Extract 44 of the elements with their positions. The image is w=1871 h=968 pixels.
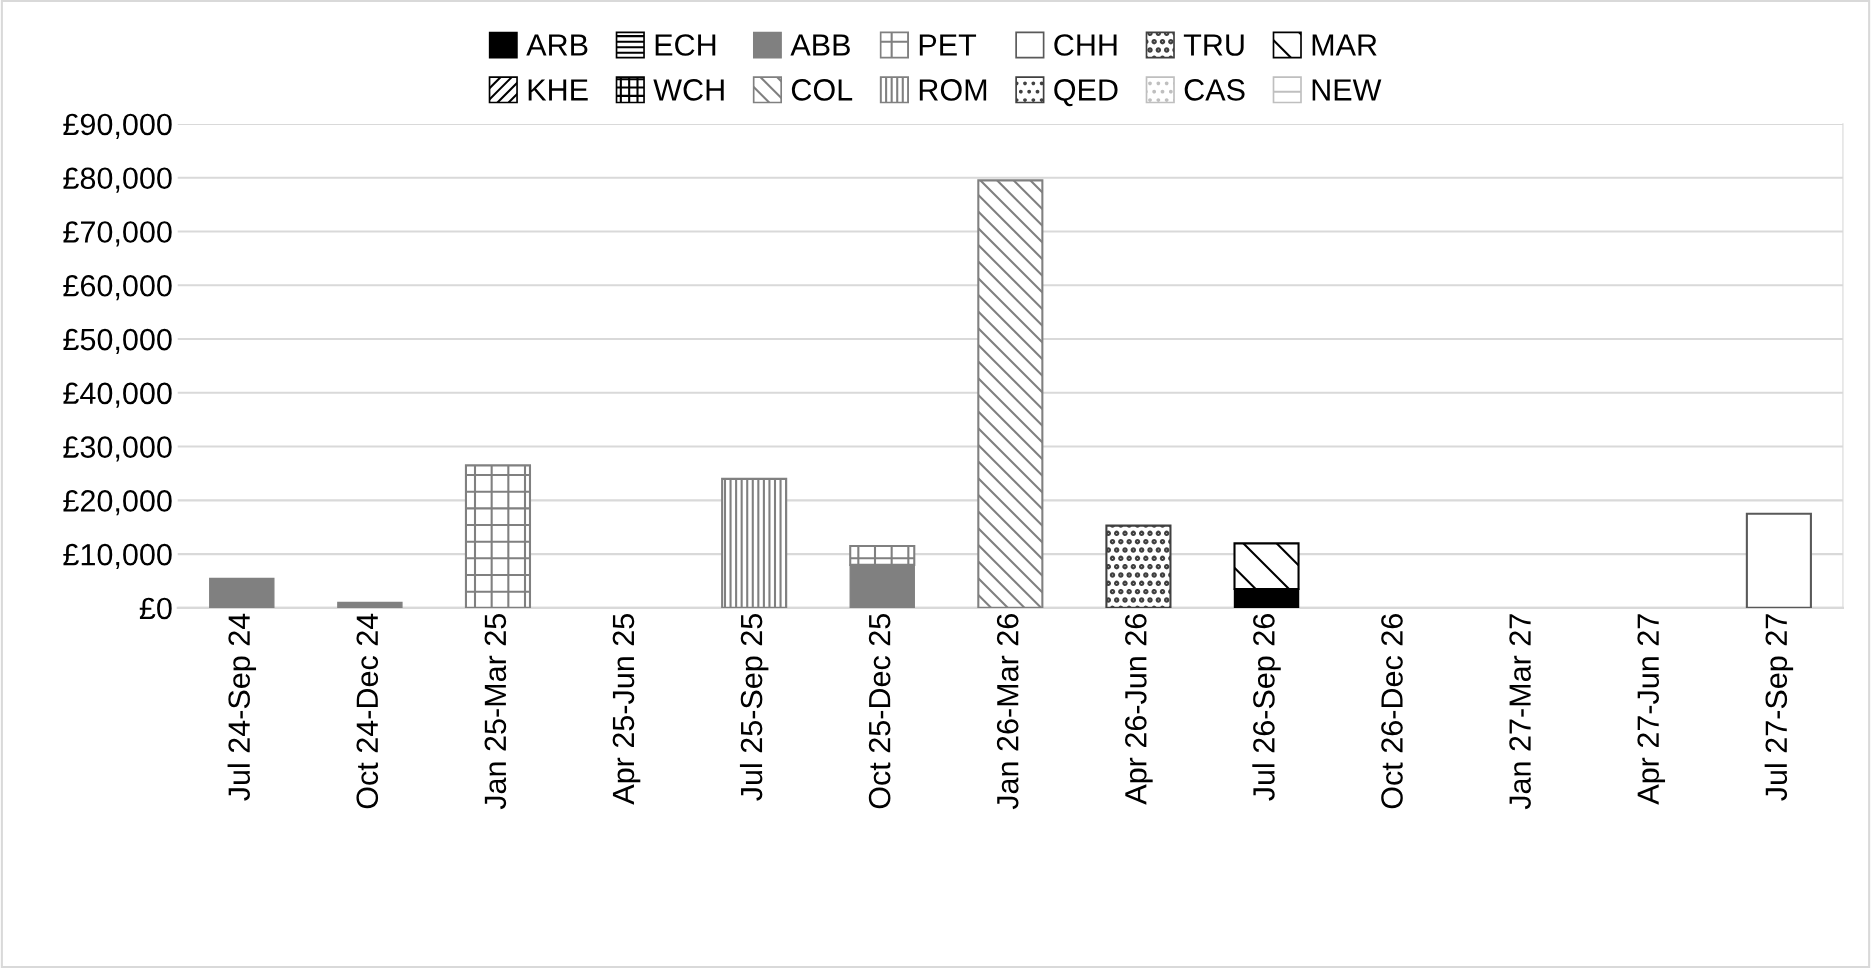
legend-label: ROM: [919, 79, 987, 101]
bar: [209, 577, 275, 608]
x-tick-label: Jan 26-Mar 26: [996, 614, 1019, 810]
y-tick-label: £90,000: [63, 113, 172, 139]
y-tick-label: £40,000: [63, 382, 172, 408]
legend-label: PET: [919, 34, 977, 56]
legend-label: ABB: [790, 34, 850, 56]
bar: [1745, 512, 1812, 608]
x-tick-label: Jan 25-Mar 25: [484, 614, 507, 810]
legend-label: TRU: [1183, 34, 1244, 56]
y-tick-label: £50,000: [63, 328, 172, 354]
legend-label: QED: [1054, 79, 1118, 107]
legend-label: COL: [791, 79, 853, 101]
x-tick-label: Oct 24-Dec 24: [356, 613, 379, 809]
x-tick-label: Jul 25-Sep 25: [739, 614, 769, 801]
y-tick-label: £80,000: [63, 167, 172, 193]
legend-label: ARB: [526, 34, 588, 56]
x-tick-label: Oct 26-Dec 26: [1381, 614, 1403, 809]
y-tick-label: £60,000: [63, 274, 172, 301]
x-tick-label: Jul 24-Sep 24: [227, 613, 257, 801]
y-tick-label: £70,000: [63, 221, 172, 247]
bar: [977, 179, 1044, 608]
y-tick-label: £0: [139, 597, 172, 620]
x-tick-label: Apr 26-Jun 26: [1125, 614, 1153, 805]
legend-label: MAR: [1312, 34, 1377, 56]
legend-label: ECH: [655, 34, 716, 56]
x-tick-label: Jan 27-Mar 27: [1509, 614, 1531, 810]
x-tick-label: Jul 27-Sep 27: [1764, 614, 1794, 801]
bar: [337, 601, 403, 608]
x-tick-label: Oct 25-Dec 25: [868, 614, 891, 809]
y-tick-label: £30,000: [63, 436, 172, 462]
legend-label: NEW: [1312, 79, 1382, 101]
y-tick-label: £10,000: [63, 543, 172, 570]
legend-label: CAS: [1184, 79, 1245, 101]
x-tick-label: Apr 25-Jun 25: [612, 614, 641, 805]
bar: [464, 464, 532, 608]
bar: [721, 477, 788, 608]
x-tick-label: Apr 27-Jun 27: [1637, 614, 1666, 805]
legend-label: KHE: [528, 79, 588, 101]
y-tick-label: £20,000: [63, 490, 172, 516]
x-tick-label: Jul 26-Sep 26: [1252, 614, 1281, 801]
legend-label: CHH: [1054, 34, 1117, 56]
legend-label: WCH: [653, 79, 724, 101]
bar: [1105, 524, 1172, 608]
